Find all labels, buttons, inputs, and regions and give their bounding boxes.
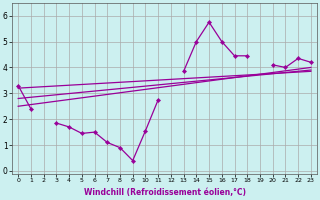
X-axis label: Windchill (Refroidissement éolien,°C): Windchill (Refroidissement éolien,°C): [84, 188, 245, 197]
